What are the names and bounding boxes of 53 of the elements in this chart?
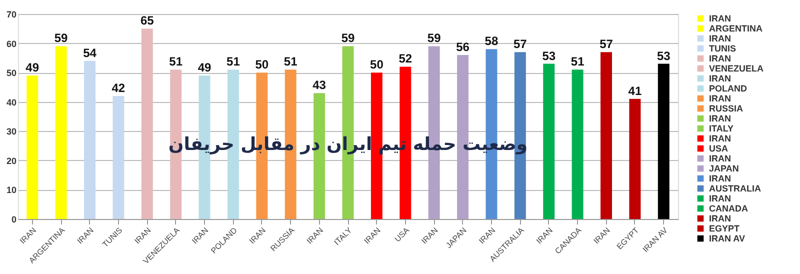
x-tick-label: USA (393, 225, 412, 244)
y-tick-label: 40 (6, 97, 16, 108)
legend-label: AUSTRALIA (709, 184, 762, 194)
data-label: 57 (600, 37, 614, 52)
data-label: 51 (226, 54, 240, 69)
data-label: 58 (484, 34, 498, 48)
data-label: 57 (513, 37, 528, 52)
legend-label: IRAN (709, 214, 731, 224)
data-label: 51 (570, 54, 585, 69)
legend-label: IRAN (709, 14, 731, 24)
y-tick-label: 20 (6, 156, 16, 166)
legend-label: IRAN (709, 174, 731, 184)
legend-label: IRAN (709, 134, 731, 144)
legend-label: IRAN (709, 154, 731, 164)
legend-label: VENEZUELA (709, 64, 764, 74)
legend-label: JAPAN (709, 164, 739, 174)
legend-label: TUNIS (709, 44, 736, 54)
y-tick-label: 60 (6, 38, 16, 49)
data-label: 50 (255, 58, 269, 72)
legend-label: IRAN (709, 94, 731, 104)
legend-label: ITALY (709, 124, 734, 134)
data-label: 51 (284, 54, 298, 69)
legend-label: USA (709, 144, 728, 154)
legend-label: RUSSIA (709, 104, 744, 114)
data-label: 59 (54, 31, 68, 46)
y-tick-label: 70 (6, 10, 16, 20)
legend-label: IRAN (709, 114, 731, 124)
y-tick-label: 50 (6, 68, 16, 78)
data-label: 41 (628, 84, 642, 98)
legend-label: POLAND (709, 84, 748, 94)
data-label: 49 (198, 60, 212, 74)
data-label: 59 (427, 31, 442, 46)
data-label: 52 (398, 52, 412, 66)
legend-label: ARGENTINA (709, 24, 763, 34)
legend-label: CANADA (709, 204, 748, 214)
legend-label: IRAN (709, 194, 731, 204)
data-label: 56 (456, 40, 470, 54)
legend-label: IRAN (709, 34, 731, 44)
data-label: 53 (542, 48, 556, 63)
data-label: 43 (312, 78, 326, 92)
data-label: 50 (370, 58, 384, 72)
data-label: 53 (656, 48, 671, 63)
y-tick-label: 0 (11, 214, 16, 224)
data-label: 42 (112, 81, 126, 95)
y-tick-label: 30 (6, 126, 16, 137)
legend-label: IRAN (709, 54, 731, 64)
y-tick-label: 10 (6, 185, 16, 196)
data-label: 54 (83, 46, 97, 60)
data-label: 51 (169, 54, 183, 69)
data-label: 49 (26, 60, 40, 74)
legend-label: IRAN (709, 74, 731, 84)
data-label: 65 (140, 14, 154, 28)
data-label: 59 (341, 31, 355, 46)
